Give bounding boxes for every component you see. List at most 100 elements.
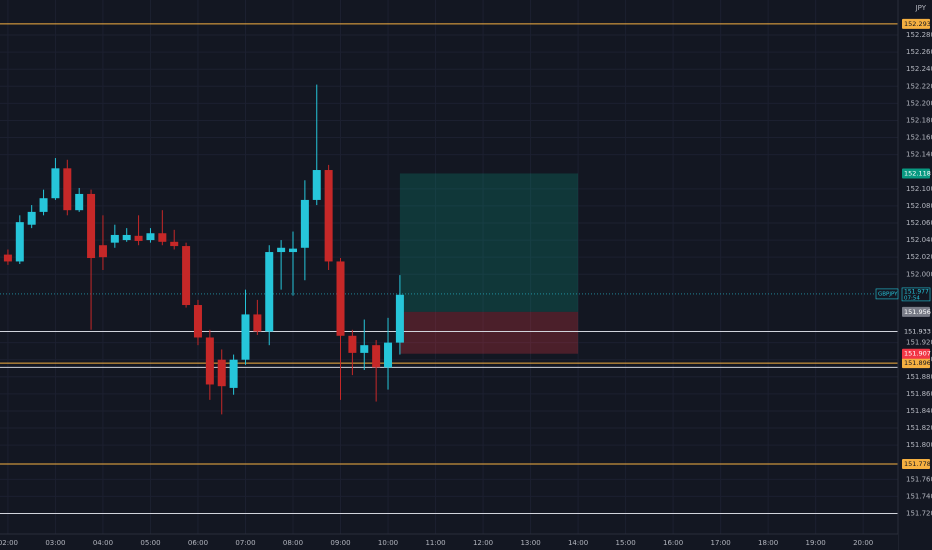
stop-zone: [399, 311, 579, 354]
candle-body: [193, 305, 202, 338]
candle-body: [241, 314, 250, 360]
y-tick-label: 151.820: [906, 424, 932, 432]
candle-body: [288, 248, 297, 253]
hline-badge-bg: [902, 458, 930, 469]
y-tick-label: 152.200: [906, 99, 932, 107]
x-tick-label: 10:00: [378, 539, 398, 547]
candle-body: [205, 337, 214, 385]
y-tick-label: 152.100: [906, 185, 932, 193]
candle-body: [348, 335, 357, 353]
x-tick-label: 18:00: [758, 539, 778, 547]
hline-badge: 151.896: [904, 359, 931, 367]
target-badge-bg: [902, 168, 930, 179]
candle-body: [15, 222, 24, 262]
y-tick-label: 152.060: [906, 219, 932, 227]
y-tick-label: 152.140: [906, 151, 932, 159]
last-price: 151.977: [904, 288, 929, 295]
x-tick-label: 19:00: [806, 539, 826, 547]
entry-badge-bg: [902, 306, 930, 317]
candle-body: [277, 247, 286, 253]
x-tick-label: 04:00: [93, 539, 113, 547]
candle-body: [87, 193, 96, 259]
hline-badge: 151.933: [904, 328, 931, 336]
symbol-badge: GBPJPY: [878, 291, 898, 297]
x-tick-label: 07:00: [235, 539, 255, 547]
y-tick-label: 152.160: [906, 134, 932, 142]
x-tick-label: 11:00: [425, 539, 445, 547]
candle-body: [265, 252, 274, 332]
candle-body: [229, 359, 238, 388]
y-tick-label: 152.240: [906, 65, 932, 73]
y-tick-label: 151.800: [906, 441, 932, 449]
x-tick-label: 13:00: [520, 539, 540, 547]
countdown: 07:54: [904, 295, 920, 301]
x-tick-label: 09:00: [330, 539, 350, 547]
last-price-bg: [901, 287, 931, 302]
candle-body: [27, 211, 36, 225]
candle-body: [3, 254, 12, 262]
y-tick-label: 151.720: [906, 509, 932, 517]
x-tick-label: 20:00: [853, 539, 873, 547]
y-tick-label: 152.180: [906, 116, 932, 124]
candle-body: [217, 359, 226, 387]
symbol-badge-bg: [875, 288, 899, 300]
candle-body: [372, 345, 381, 368]
candle-body: [300, 199, 309, 248]
x-tick-label: 15:00: [615, 539, 635, 547]
target-badge: 152.118: [904, 169, 931, 177]
x-tick-label: 08:00: [283, 539, 303, 547]
y-tick-label: 151.740: [906, 492, 932, 500]
candle-body: [134, 235, 143, 241]
candle-body: [51, 168, 60, 199]
x-tick-label: 02:00: [0, 539, 18, 547]
candle-body: [39, 198, 48, 212]
x-tick-label: 06:00: [188, 539, 208, 547]
candle-body: [158, 233, 167, 242]
stop-badge: 151.907: [904, 350, 931, 358]
time-axis: [0, 534, 898, 550]
candle-body: [146, 233, 155, 241]
candle-body: [110, 234, 119, 243]
hline-badge-bg: [902, 18, 930, 29]
entry-badge: 151.956: [904, 308, 931, 316]
y-tick-label: 151.920: [906, 339, 932, 347]
x-tick-label: 17:00: [711, 539, 731, 547]
hline-badge: 152.293: [904, 20, 931, 28]
stop-badge-bg: [902, 348, 930, 359]
hline-badge: 151.778: [904, 460, 931, 468]
hline-badge-bg: [902, 358, 930, 369]
y-tick-label: 151.760: [906, 475, 932, 483]
y-tick-label: 152.080: [906, 202, 932, 210]
x-tick-label: 05:00: [140, 539, 160, 547]
y-tick-label: 152.040: [906, 236, 932, 244]
x-tick-label: 03:00: [45, 539, 65, 547]
candle-body: [75, 193, 84, 211]
candle-body: [63, 168, 72, 211]
x-tick-label: 14:00: [568, 539, 588, 547]
candle-body: [122, 234, 131, 241]
y-tick-label: 151.840: [906, 407, 932, 415]
target-zone: [399, 173, 579, 312]
y-tick-label: 152.280: [906, 31, 932, 39]
price-axis: [898, 0, 932, 550]
y-tick-label: 151.880: [906, 373, 932, 381]
candle-body: [360, 345, 369, 353]
y-tick-label: 152.000: [906, 270, 932, 278]
y-tick-label: 152.260: [906, 48, 932, 56]
candle-body: [395, 294, 404, 343]
x-tick-label: 12:00: [473, 539, 493, 547]
candle-body: [324, 170, 333, 262]
candle-body: [170, 241, 179, 247]
candle-body: [253, 314, 262, 332]
candle-body: [98, 245, 107, 258]
candle-body: [384, 342, 393, 368]
y-tick-label: 151.860: [906, 390, 932, 398]
y-tick-label: 152.220: [906, 82, 932, 90]
candle-body: [182, 246, 191, 306]
candle-body: [312, 170, 321, 200]
hline-badge-bg: [902, 326, 930, 337]
y-tick-label: 152.020: [906, 253, 932, 261]
x-tick-label: 16:00: [663, 539, 683, 547]
